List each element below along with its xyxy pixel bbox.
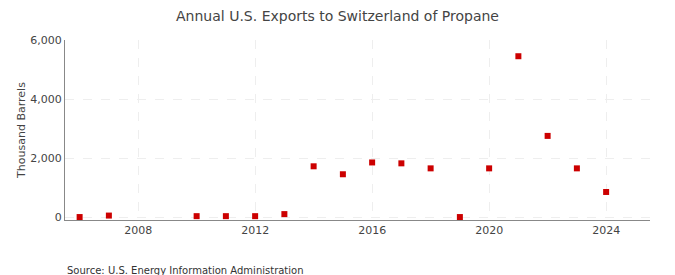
svg-text:6,000: 6,000 (30, 34, 62, 47)
svg-text:Annual U.S. Exports to Switzer: Annual U.S. Exports to Switzerland of Pr… (176, 8, 499, 24)
svg-text:2,000: 2,000 (30, 152, 62, 165)
svg-text:Source: U.S. Energy Informatio: Source: U.S. Energy Information Administ… (67, 265, 304, 275)
svg-text:2012: 2012 (241, 224, 269, 237)
svg-text:4,000: 4,000 (30, 93, 62, 106)
svg-text:2016: 2016 (358, 224, 386, 237)
svg-text:2024: 2024 (592, 224, 620, 237)
svg-text:Thousand Barrels: Thousand Barrels (15, 82, 28, 179)
svg-text:2008: 2008 (124, 224, 152, 237)
svg-text:0: 0 (55, 211, 62, 224)
svg-text:2020: 2020 (475, 224, 503, 237)
